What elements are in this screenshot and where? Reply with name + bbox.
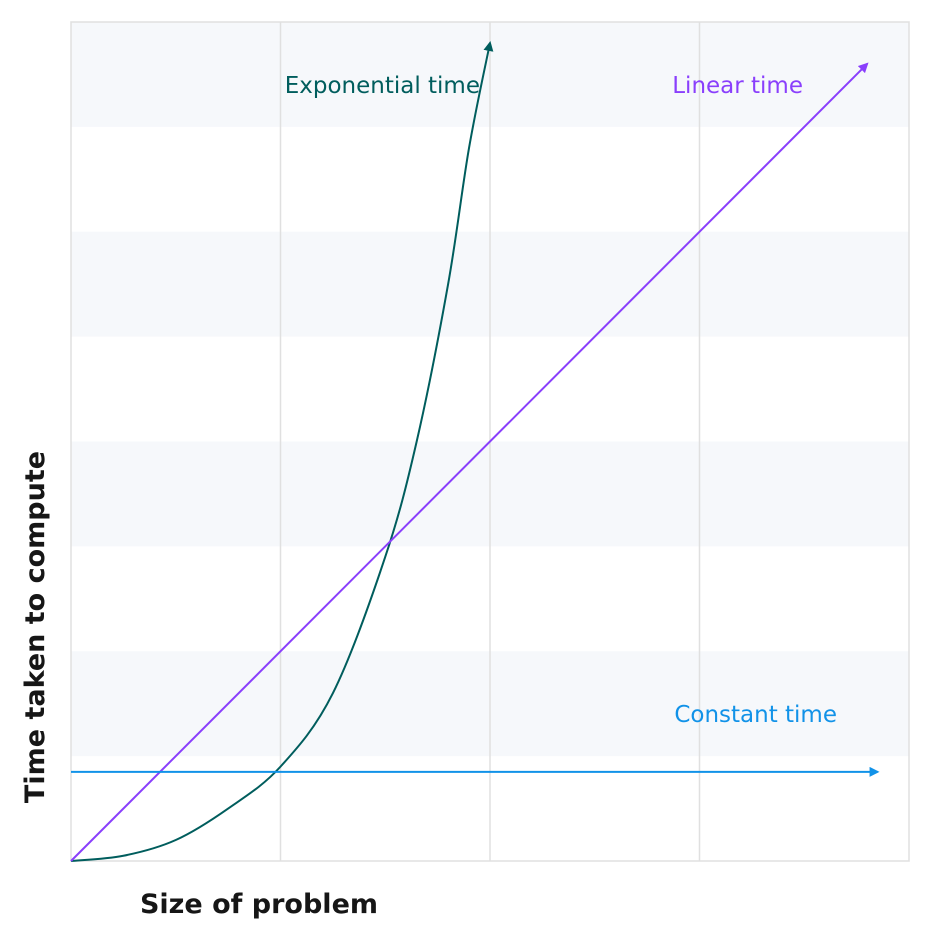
linear-time-line bbox=[70, 62, 869, 862]
plot-area-border bbox=[70, 21, 910, 862]
exponential-time-line bbox=[70, 41, 494, 862]
y-axis-title: Time taken to compute bbox=[20, 451, 51, 803]
x-axis-title: Size of problem bbox=[140, 889, 378, 920]
exponential-time-label: Exponential time bbox=[285, 73, 480, 99]
constant-time-label: Constant time bbox=[674, 702, 837, 728]
series-labels: Exponential time Linear time Constant time bbox=[285, 73, 837, 728]
linear-time-label: Linear time bbox=[672, 73, 803, 99]
series-layer bbox=[70, 41, 880, 862]
